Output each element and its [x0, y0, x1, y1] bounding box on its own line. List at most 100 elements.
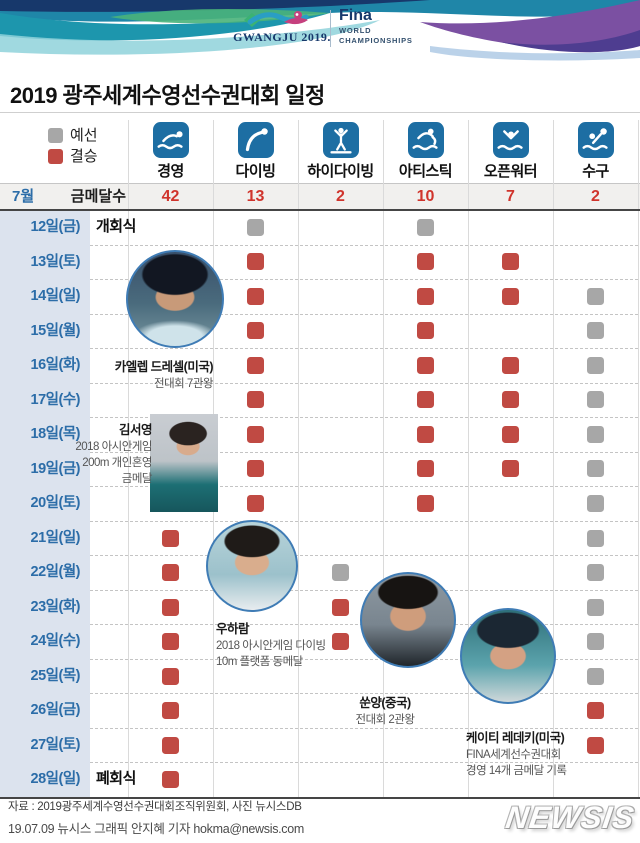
final-square: [247, 253, 264, 271]
swimming-icon: [152, 122, 189, 158]
sport-label: 오픈워터: [483, 163, 538, 180]
date-label: 19일(금): [0, 451, 90, 487]
grid-row-divider: [0, 382, 638, 384]
legend-prelim-label: 예선: [70, 127, 98, 144]
grid-top-rule: [0, 209, 640, 211]
grid-row-divider: [0, 279, 638, 281]
date-label: 27일(토): [0, 727, 90, 763]
sport-label: 하이다이빙: [307, 163, 374, 180]
column-header-water-polo: 수구: [553, 120, 638, 182]
athlete-name: 우하람: [216, 622, 250, 636]
grid-row-divider: [0, 624, 638, 626]
prelim-square: [587, 529, 604, 547]
athlete-desc: FINA세계선수권대회: [466, 749, 561, 761]
final-square: [417, 322, 434, 340]
final-square: [587, 702, 604, 720]
date-label: 25일(목): [0, 658, 90, 694]
athlete-photo-dressel: [126, 250, 224, 348]
final-square: [332, 633, 349, 651]
athlete-desc: 2018 아시안게임: [75, 441, 152, 453]
caption-ledecky: 케이티 레데키(미국) FINA세계선수권대회 경영 14개 금메달 기록: [466, 727, 606, 778]
column-header-artistic: 아티스틱: [383, 120, 468, 182]
athlete-desc: 경영 14개 금메달 기록: [466, 765, 567, 777]
prelim-square: [587, 495, 604, 512]
grid-row-divider: [0, 520, 638, 522]
gold-count-artistic: 10: [416, 188, 435, 205]
final-square: [332, 598, 349, 616]
date-label: 15일(월): [0, 313, 90, 349]
athlete-photo-woo-haram: [206, 520, 298, 612]
grid-row-divider: [0, 244, 638, 246]
final-square: [502, 287, 519, 305]
banner-wave-art: [0, 0, 640, 64]
prelim-square: [587, 633, 604, 651]
prelim-square: [332, 564, 349, 582]
final-square: [502, 356, 519, 374]
grid-column-line: [383, 120, 384, 797]
prelim-square: [587, 356, 604, 374]
athlete-desc: 전대회 2관왕: [355, 714, 416, 726]
grid-row-divider: [0, 486, 638, 488]
final-square: [162, 667, 179, 685]
newsis-logo: NEWSIS: [503, 800, 637, 835]
final-square: [162, 529, 179, 547]
final-square: [502, 391, 519, 409]
athlete-desc: 200m 개인혼영: [82, 457, 152, 469]
athlete-name: 카엘렙 드레셀(미국): [114, 360, 214, 374]
prelim-square: [587, 287, 604, 305]
prelim-square: [587, 322, 604, 340]
final-square: [417, 391, 434, 409]
grid-column-line: [468, 120, 469, 797]
date-label: 17일(수): [0, 382, 90, 418]
ceremony-label: 폐회식: [96, 770, 136, 788]
legend-final-swatch: [48, 149, 63, 164]
final-square: [162, 771, 179, 789]
month-label: 7월: [12, 188, 35, 205]
final-square: [417, 495, 434, 512]
grid-row-divider: [0, 762, 638, 764]
grid-row-divider: [0, 589, 638, 591]
prelim-square: [587, 391, 604, 409]
gwangju-emblem-icon: [244, 11, 309, 27]
sport-label: 다이빙: [235, 163, 276, 180]
final-square: [162, 598, 179, 616]
fina-world-label: WORLD: [339, 26, 372, 35]
final-square: [162, 702, 179, 720]
grid-row-divider: [0, 417, 638, 419]
date-label: 16일(화): [0, 348, 90, 383]
athlete-photo-sun-yang: [360, 572, 456, 668]
gold-count-open-water: 7: [506, 188, 515, 205]
final-square: [502, 425, 519, 443]
gold-count-swimming: 42: [161, 188, 180, 205]
caption-dressel: 카엘렙 드레셀(미국) 전대회 7관왕: [60, 356, 214, 391]
final-square: [247, 391, 264, 409]
title-divider: [0, 112, 640, 113]
date-label: 18일(목): [0, 417, 90, 452]
open-water-icon: [492, 122, 529, 158]
final-square: [247, 322, 264, 340]
grid-row-divider: [0, 727, 638, 729]
athlete-desc: 10m 플랫폼 동메달: [216, 656, 303, 668]
fina-wordmark: Fina: [339, 7, 372, 24]
grid-column-line: [128, 120, 129, 797]
final-square: [247, 356, 264, 374]
prelim-square: [587, 667, 604, 685]
high-diving-icon: [322, 122, 359, 158]
prelim-square: [587, 598, 604, 616]
athlete-name: 쑨양(중국): [359, 696, 411, 710]
final-square: [247, 425, 264, 443]
athlete-photo-kim-seoyeong: [150, 414, 218, 512]
date-label: 24일(수): [0, 624, 90, 659]
gold-count-high-diving: 2: [336, 188, 345, 205]
grid-row-divider: [0, 658, 638, 660]
grid-column-line: [298, 120, 299, 797]
grid-row-divider: [0, 555, 638, 557]
final-square: [417, 287, 434, 305]
sport-label: 경영: [157, 163, 184, 180]
final-square: [587, 736, 604, 754]
caption-sun-yang: 쑨양(중국) 전대회 2관왕: [325, 692, 445, 727]
grid-row-divider: [0, 348, 638, 350]
prelim-square: [587, 460, 604, 478]
date-label: 20일(토): [0, 486, 90, 521]
column-header-open-water: 오픈워터: [468, 120, 553, 182]
